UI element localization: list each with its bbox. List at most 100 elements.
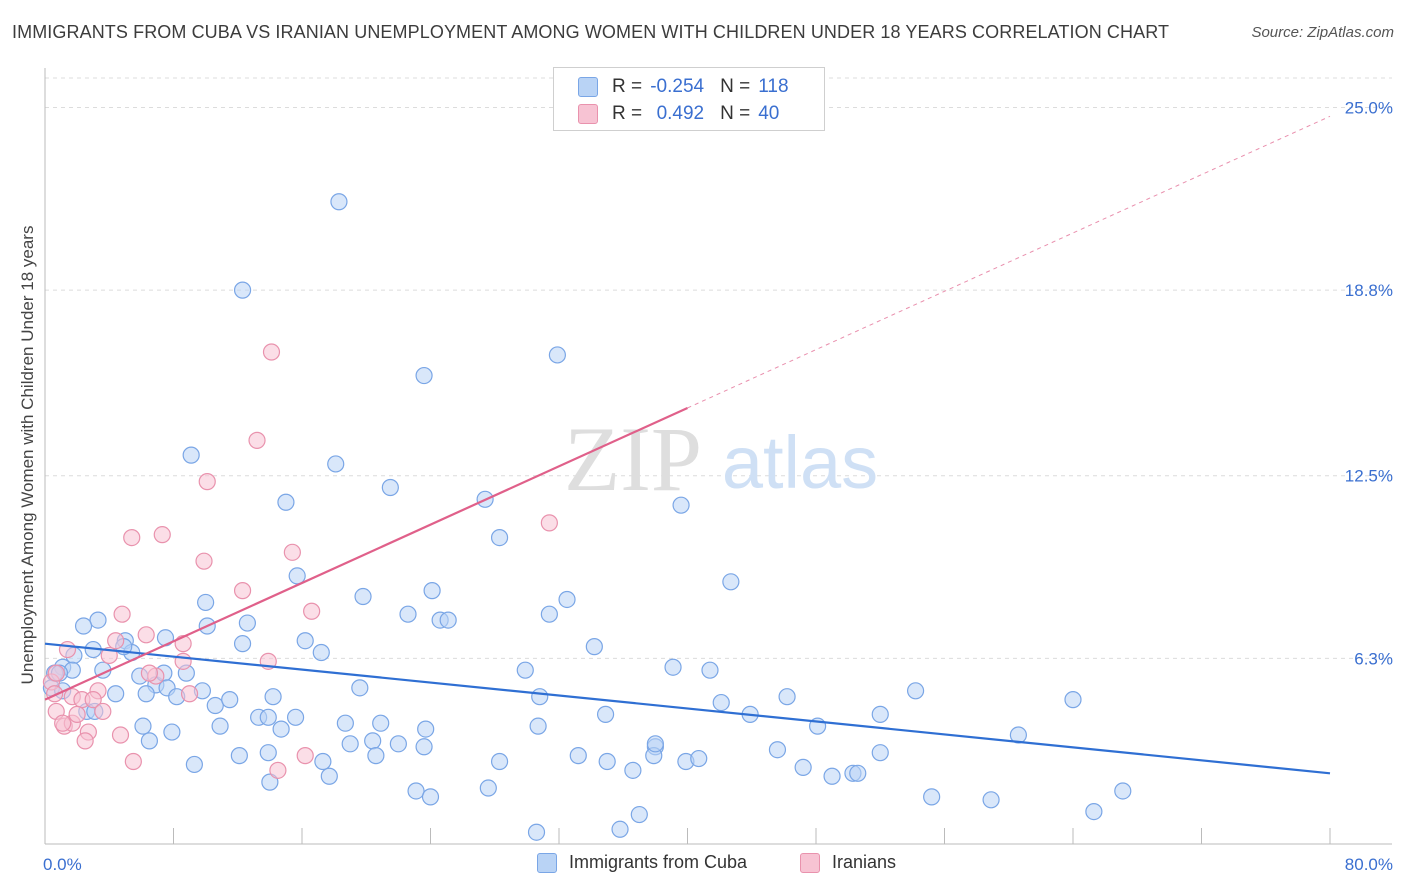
data-point-cuba	[197, 593, 215, 612]
stats-row-iran: R = 0.492 N = 40	[578, 102, 779, 126]
trend-line-iran	[44, 406, 688, 701]
data-point-iran	[296, 747, 314, 765]
watermark-zip: ZIP	[564, 408, 702, 510]
data-point-cuba	[421, 788, 440, 806]
data-point-cuba	[672, 496, 690, 514]
data-point-iran	[111, 726, 130, 744]
data-point-cuba	[722, 573, 740, 591]
data-point-cuba	[527, 823, 546, 841]
r-value: 0.492	[656, 103, 705, 124]
data-point-cuba	[221, 691, 239, 709]
data-point-cuba	[272, 720, 290, 738]
tick-labels: 6.3% 12.5% 18.8% 25.0% 0.0% 80.0%	[43, 98, 1393, 874]
data-point-iran	[54, 714, 72, 732]
data-point-cuba	[701, 661, 719, 679]
data-point-cuba	[351, 679, 369, 697]
data-point-cuba	[558, 590, 576, 609]
data-point-iran	[233, 582, 252, 600]
data-point-cuba	[823, 767, 841, 785]
data-point-cuba	[230, 747, 248, 765]
iran-swatch	[800, 852, 820, 873]
data-point-cuba	[1064, 691, 1082, 709]
data-point-cuba	[407, 782, 425, 800]
data-point-cuba	[238, 614, 256, 632]
data-point-iran	[123, 528, 141, 547]
data-point-cuba	[288, 567, 306, 585]
data-point-iran	[113, 605, 131, 623]
data-point-cuba	[320, 767, 338, 785]
data-point-cuba	[646, 735, 664, 753]
data-point-cuba	[399, 605, 417, 623]
data-point-cuba	[768, 741, 787, 759]
data-point-iran	[124, 752, 142, 771]
data-point-cuba	[341, 735, 359, 753]
data-point-iran	[248, 431, 266, 449]
data-point-cuba	[664, 658, 682, 676]
series-legend: Immigrants from Cuba Iranians	[0, 852, 1406, 876]
data-point-cuba	[233, 281, 252, 299]
data-point-cuba	[354, 587, 372, 606]
data-point-cuba	[1114, 782, 1132, 800]
data-point-cuba	[381, 478, 399, 497]
data-point-cuba	[211, 717, 229, 735]
data-point-cuba	[264, 688, 282, 706]
data-point-cuba	[206, 696, 224, 715]
n-value: 118	[758, 76, 789, 97]
data-point-cuba	[74, 617, 93, 635]
data-point-cuba	[794, 758, 812, 777]
data-point-cuba	[336, 714, 354, 732]
legend-label-cuba: Immigrants from Cuba	[569, 852, 748, 872]
iran-swatch	[578, 104, 598, 124]
data-point-cuba	[364, 732, 382, 750]
data-point-cuba	[529, 717, 547, 735]
legend-item-cuba[interactable]: Immigrants from Cuba	[537, 852, 747, 873]
trend-lines	[44, 115, 1331, 775]
data-point-iran	[84, 691, 102, 709]
data-point-cuba	[286, 708, 305, 726]
data-point-cuba	[611, 820, 629, 838]
data-point-cuba	[415, 366, 433, 385]
data-point-cuba	[1009, 726, 1027, 744]
source-label: Source: ZipAtlas.com	[1251, 24, 1394, 41]
y-tick-label: 12.5%	[1345, 467, 1393, 486]
data-point-cuba	[89, 611, 107, 629]
data-point-cuba	[849, 764, 867, 782]
cuba-swatch	[537, 852, 557, 873]
data-point-cuba	[490, 528, 509, 547]
watermark: ZIP atlas	[564, 408, 878, 510]
x-tick-label: 0.0%	[43, 855, 82, 874]
data-point-iran	[303, 602, 321, 620]
data-point-cuba	[871, 705, 889, 723]
data-point-cuba	[906, 682, 925, 700]
data-point-cuba	[531, 688, 549, 706]
data-point-cuba	[490, 752, 509, 771]
data-point-iran	[540, 514, 558, 532]
data-point-cuba	[778, 688, 796, 706]
data-point-cuba	[327, 455, 345, 473]
r-label: R =	[612, 76, 643, 97]
data-point-cuba	[1085, 802, 1103, 821]
data-point-cuba	[585, 638, 603, 656]
data-point-iran	[76, 732, 94, 750]
data-point-cuba	[630, 805, 648, 824]
data-point-cuba	[312, 643, 330, 662]
y-axis-label: Unemployment Among Women with Children U…	[18, 225, 37, 685]
n-label: N =	[720, 76, 751, 97]
data-point-cuba	[367, 747, 385, 765]
data-point-cuba	[712, 693, 730, 712]
legend-item-iran[interactable]: Iranians	[800, 852, 896, 873]
data-point-iran	[140, 664, 159, 682]
data-point-cuba	[107, 685, 125, 703]
data-point-cuba	[259, 744, 277, 762]
grid-lines	[45, 77, 1392, 659]
data-point-cuba	[261, 773, 279, 791]
data-point-cuba	[330, 193, 348, 211]
data-point-cuba	[134, 717, 152, 735]
data-point-cuba	[516, 661, 534, 679]
trend-line-cuba	[44, 642, 1331, 775]
data-point-iran	[153, 526, 171, 544]
data-point-iran	[283, 543, 301, 561]
data-point-cuba	[982, 791, 1000, 809]
data-point-cuba	[137, 685, 155, 703]
